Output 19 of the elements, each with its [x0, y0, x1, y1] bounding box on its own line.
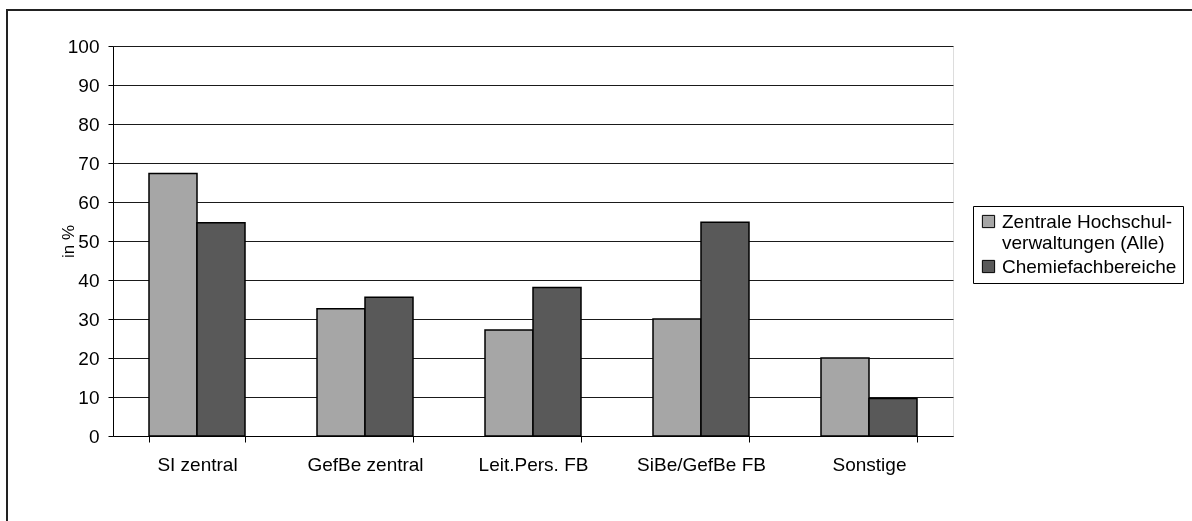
y-tick-label: 100	[67, 35, 100, 57]
x-tick-label: SI zentral	[157, 453, 238, 475]
y-tick-label: 30	[78, 308, 100, 330]
y-tick-label: 70	[78, 152, 100, 174]
y-tick-label: 40	[78, 269, 100, 291]
legend-label: Chemiefachbereiche	[1002, 255, 1177, 277]
y-axis-title: in %	[58, 224, 78, 259]
legend-label: Zentrale Hochschul-verwaltungen (Alle)	[1002, 210, 1173, 253]
y-tick-label: 60	[78, 191, 100, 213]
y-tick-label: 10	[78, 386, 100, 408]
y-tick-label: 0	[88, 425, 100, 447]
x-tick-label: Sonstige	[832, 453, 907, 475]
x-tick-label: GefBe zentral	[307, 453, 424, 475]
y-tick-label: 20	[78, 347, 100, 369]
y-tick-label: 80	[78, 113, 100, 135]
y-tick-label: 50	[78, 230, 100, 252]
x-tick-label: Leit.Pers. FB	[478, 453, 589, 475]
y-tick-label: 90	[78, 74, 100, 96]
x-tick-label: SiBe/GefBe FB	[637, 453, 766, 475]
